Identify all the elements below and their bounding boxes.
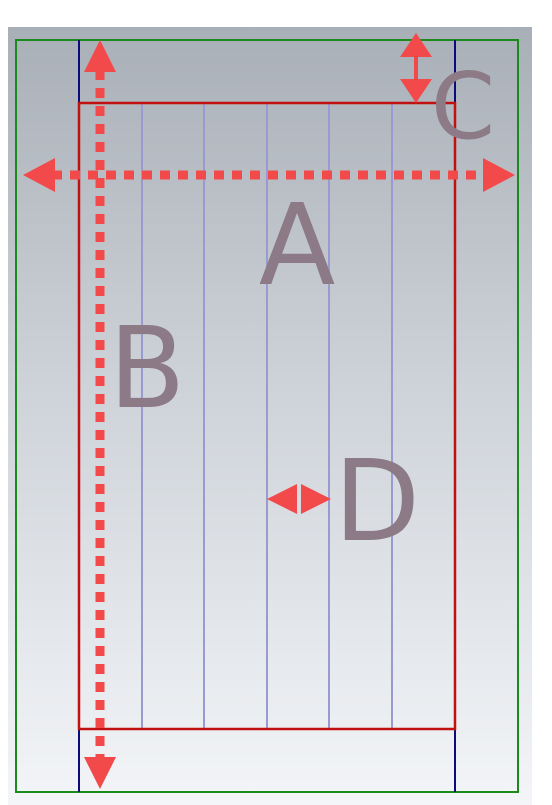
column-guides (141, 103, 393, 729)
label-a: A (259, 181, 336, 311)
gutter-arrow-left-head (267, 484, 297, 514)
page-border (15, 39, 519, 793)
width-arrow-right-head (483, 158, 515, 192)
background-panel (8, 27, 532, 805)
margin-arrow-bottom-head (400, 79, 432, 103)
margin-arrow (400, 33, 432, 103)
height-arrow (84, 40, 116, 789)
gutter-arrow-right-head (301, 484, 331, 514)
width-arrow (23, 158, 515, 192)
gutter-arrow (267, 484, 331, 514)
margin-arrow-top-head (400, 33, 432, 57)
width-arrow-left-head (23, 158, 55, 192)
content-area (77, 101, 457, 731)
label-b: B (109, 304, 186, 434)
label-c: C (431, 53, 495, 160)
height-arrow-bottom-head (84, 757, 116, 789)
label-d: D (334, 437, 420, 567)
height-arrow-top-head (84, 40, 116, 72)
